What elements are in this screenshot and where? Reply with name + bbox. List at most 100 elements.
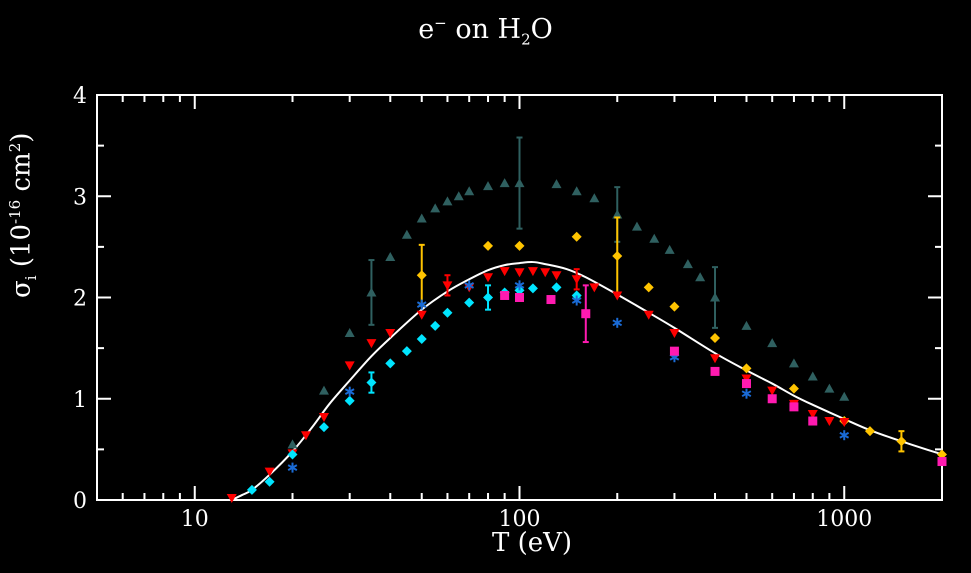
data-point-triangle-down [741,374,752,384]
y-tick-label: 4 [73,84,87,109]
data-point-asterisk [416,299,427,310]
data-point-diamond [527,283,538,294]
data-point-square [546,295,556,305]
data-point-diamond [864,426,875,437]
data-point-triangle-up [551,179,562,189]
data-point-square [710,366,720,376]
data-point-triangle-up [453,191,464,201]
data-point-triangle-down [612,291,623,301]
asterisk-stroke [839,431,850,439]
data-point-triangle-up [664,244,675,254]
data-point-diamond [612,250,623,261]
data-point-asterisk [839,430,850,441]
data-point-triangle-up [385,252,396,261]
y-tick-label: 1 [73,388,87,413]
data-point-triangle-down [767,386,778,396]
data-point-diamond [643,282,654,293]
data-point-diamond [669,301,680,312]
data-point-triangle-up [824,383,835,393]
axis-ticks: 0 1 2 3 4 10 100 1000 [73,84,942,532]
chart-title: e− on H2O [418,14,553,49]
asterisk-stroke [741,390,752,398]
data-point-square [515,293,524,302]
data-point-diamond [483,240,494,251]
data-point-triangle-down [483,273,494,283]
data-point-diamond [551,282,562,293]
data-point-diamond [318,422,329,433]
data-point-triangle-up [366,287,377,297]
data-point-square [789,402,799,412]
data-point-diamond [896,436,907,447]
y-tick-label: 0 [73,489,87,514]
data-point-triangle-up [464,186,475,196]
data-point-triangle-down [710,354,721,364]
y-axis-label: σi (10-16 cm2) [6,132,40,298]
data-point-triangle-down [226,493,237,503]
fit-curve-layer [231,261,943,501]
data-point-triangle-up [344,327,355,337]
asterisk-stroke [612,319,623,327]
data-point-square [937,457,947,467]
data-point-square [669,346,679,356]
data-point-triangle-up [430,203,441,213]
data-point-triangle-down [839,418,850,428]
data-point-asterisk [514,280,525,291]
data-point-triangle-up [499,178,510,188]
data-point-square [581,309,591,319]
data-point-triangle-up [710,292,721,302]
data-point-triangle-up [839,391,850,401]
data-point-diamond [464,297,475,308]
data-point-triangle-down [643,310,654,320]
data-point-asterisk [344,386,355,397]
data-point-square [500,290,510,300]
data-point-asterisk [464,280,475,291]
data-point-triangle-up [589,193,600,203]
x-tick-label: 1000 [816,507,872,532]
data-point-diamond [710,333,721,343]
data-point-triangle-down [669,328,680,338]
data-point-triangle-down [416,310,427,320]
data-point-triangle-up [807,371,818,381]
asterisk-stroke [287,464,298,471]
data-point-triangle-up [682,259,693,269]
data-point-triangle-down [589,283,600,293]
data-point-diamond [571,231,582,242]
data-point-square [767,394,777,404]
asterisk-stroke [416,301,427,308]
data-point-diamond [344,395,355,406]
data-point-diamond [264,476,275,487]
x-axis-label: T (eV) [491,528,573,558]
data-point-diamond [366,377,377,388]
y-tick-label: 3 [73,185,87,210]
data-point-triangle-up [318,385,329,395]
data-point-asterisk [612,317,623,328]
data-point-diamond [442,307,453,318]
data-point-diamond [246,484,257,495]
x-tick-label: 100 [499,507,541,532]
data-point-triangle-down [442,281,453,291]
data-point-triangle-up [416,213,427,223]
data-point-triangle-up [514,178,525,188]
data-point-triangle-up [741,320,752,330]
data-point-triangle-up [767,338,778,348]
data-point-diamond [416,270,427,281]
data-point-triangle-up [612,209,623,219]
data-point-triangle-up [788,358,799,368]
data-point-square [741,379,751,389]
y-tick-label: 2 [73,287,87,312]
asterisk-stroke [464,281,475,289]
data-point-triangle-up [483,181,494,191]
data-point-asterisk [287,462,298,473]
data-point-triangle-up [571,186,582,196]
data-point-triangle-up [287,439,298,449]
data-point-triangle-down [527,267,538,277]
data-point-square [808,416,818,426]
data-point-diamond [937,449,947,460]
data-point-triangle-up [695,272,706,282]
data-point-diamond [788,383,799,394]
data-point-diamond [401,346,412,357]
data-point-diamond [741,363,752,374]
data-point-triangle-down [318,412,329,422]
x-tick-label: 10 [181,507,209,532]
